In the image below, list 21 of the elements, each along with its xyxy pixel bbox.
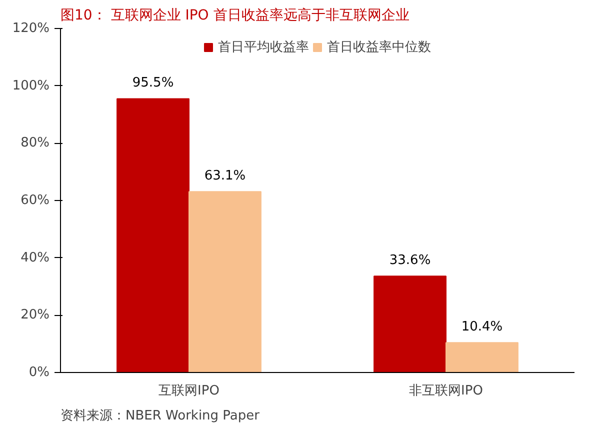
- bar: [446, 342, 518, 372]
- y-tick-label: 100%: [12, 78, 50, 94]
- bar: [188, 191, 262, 372]
- text: 33.6%: [389, 253, 431, 268]
- bar: [374, 276, 446, 372]
- text: 63.1%: [204, 168, 246, 184]
- text: 资料来源：NBER Working Paper: [60, 408, 260, 424]
- legend-label: 首日收益率中位数: [327, 39, 431, 56]
- y-tick-label: 80%: [20, 136, 50, 151]
- text: 95.5%: [132, 76, 174, 91]
- y-tick-label: 120%: [12, 21, 50, 36]
- legend-label: 首日平均收益率: [218, 39, 309, 56]
- y-tick-label: 20%: [20, 308, 50, 323]
- bar: [116, 98, 190, 372]
- text: 10.4%: [461, 320, 503, 335]
- x-tick-label: 非互联网IPO: [409, 384, 483, 398]
- y-tick-label: 0%: [28, 365, 50, 380]
- y-tick-label: 60%: [20, 193, 50, 208]
- y-tick-label: 40%: [20, 250, 50, 266]
- chart-title: 图10： 互联网企业 IPO 首日收益率远高于非互联网企业: [60, 8, 410, 24]
- x-tick-label: 互联网IPO: [158, 384, 220, 398]
